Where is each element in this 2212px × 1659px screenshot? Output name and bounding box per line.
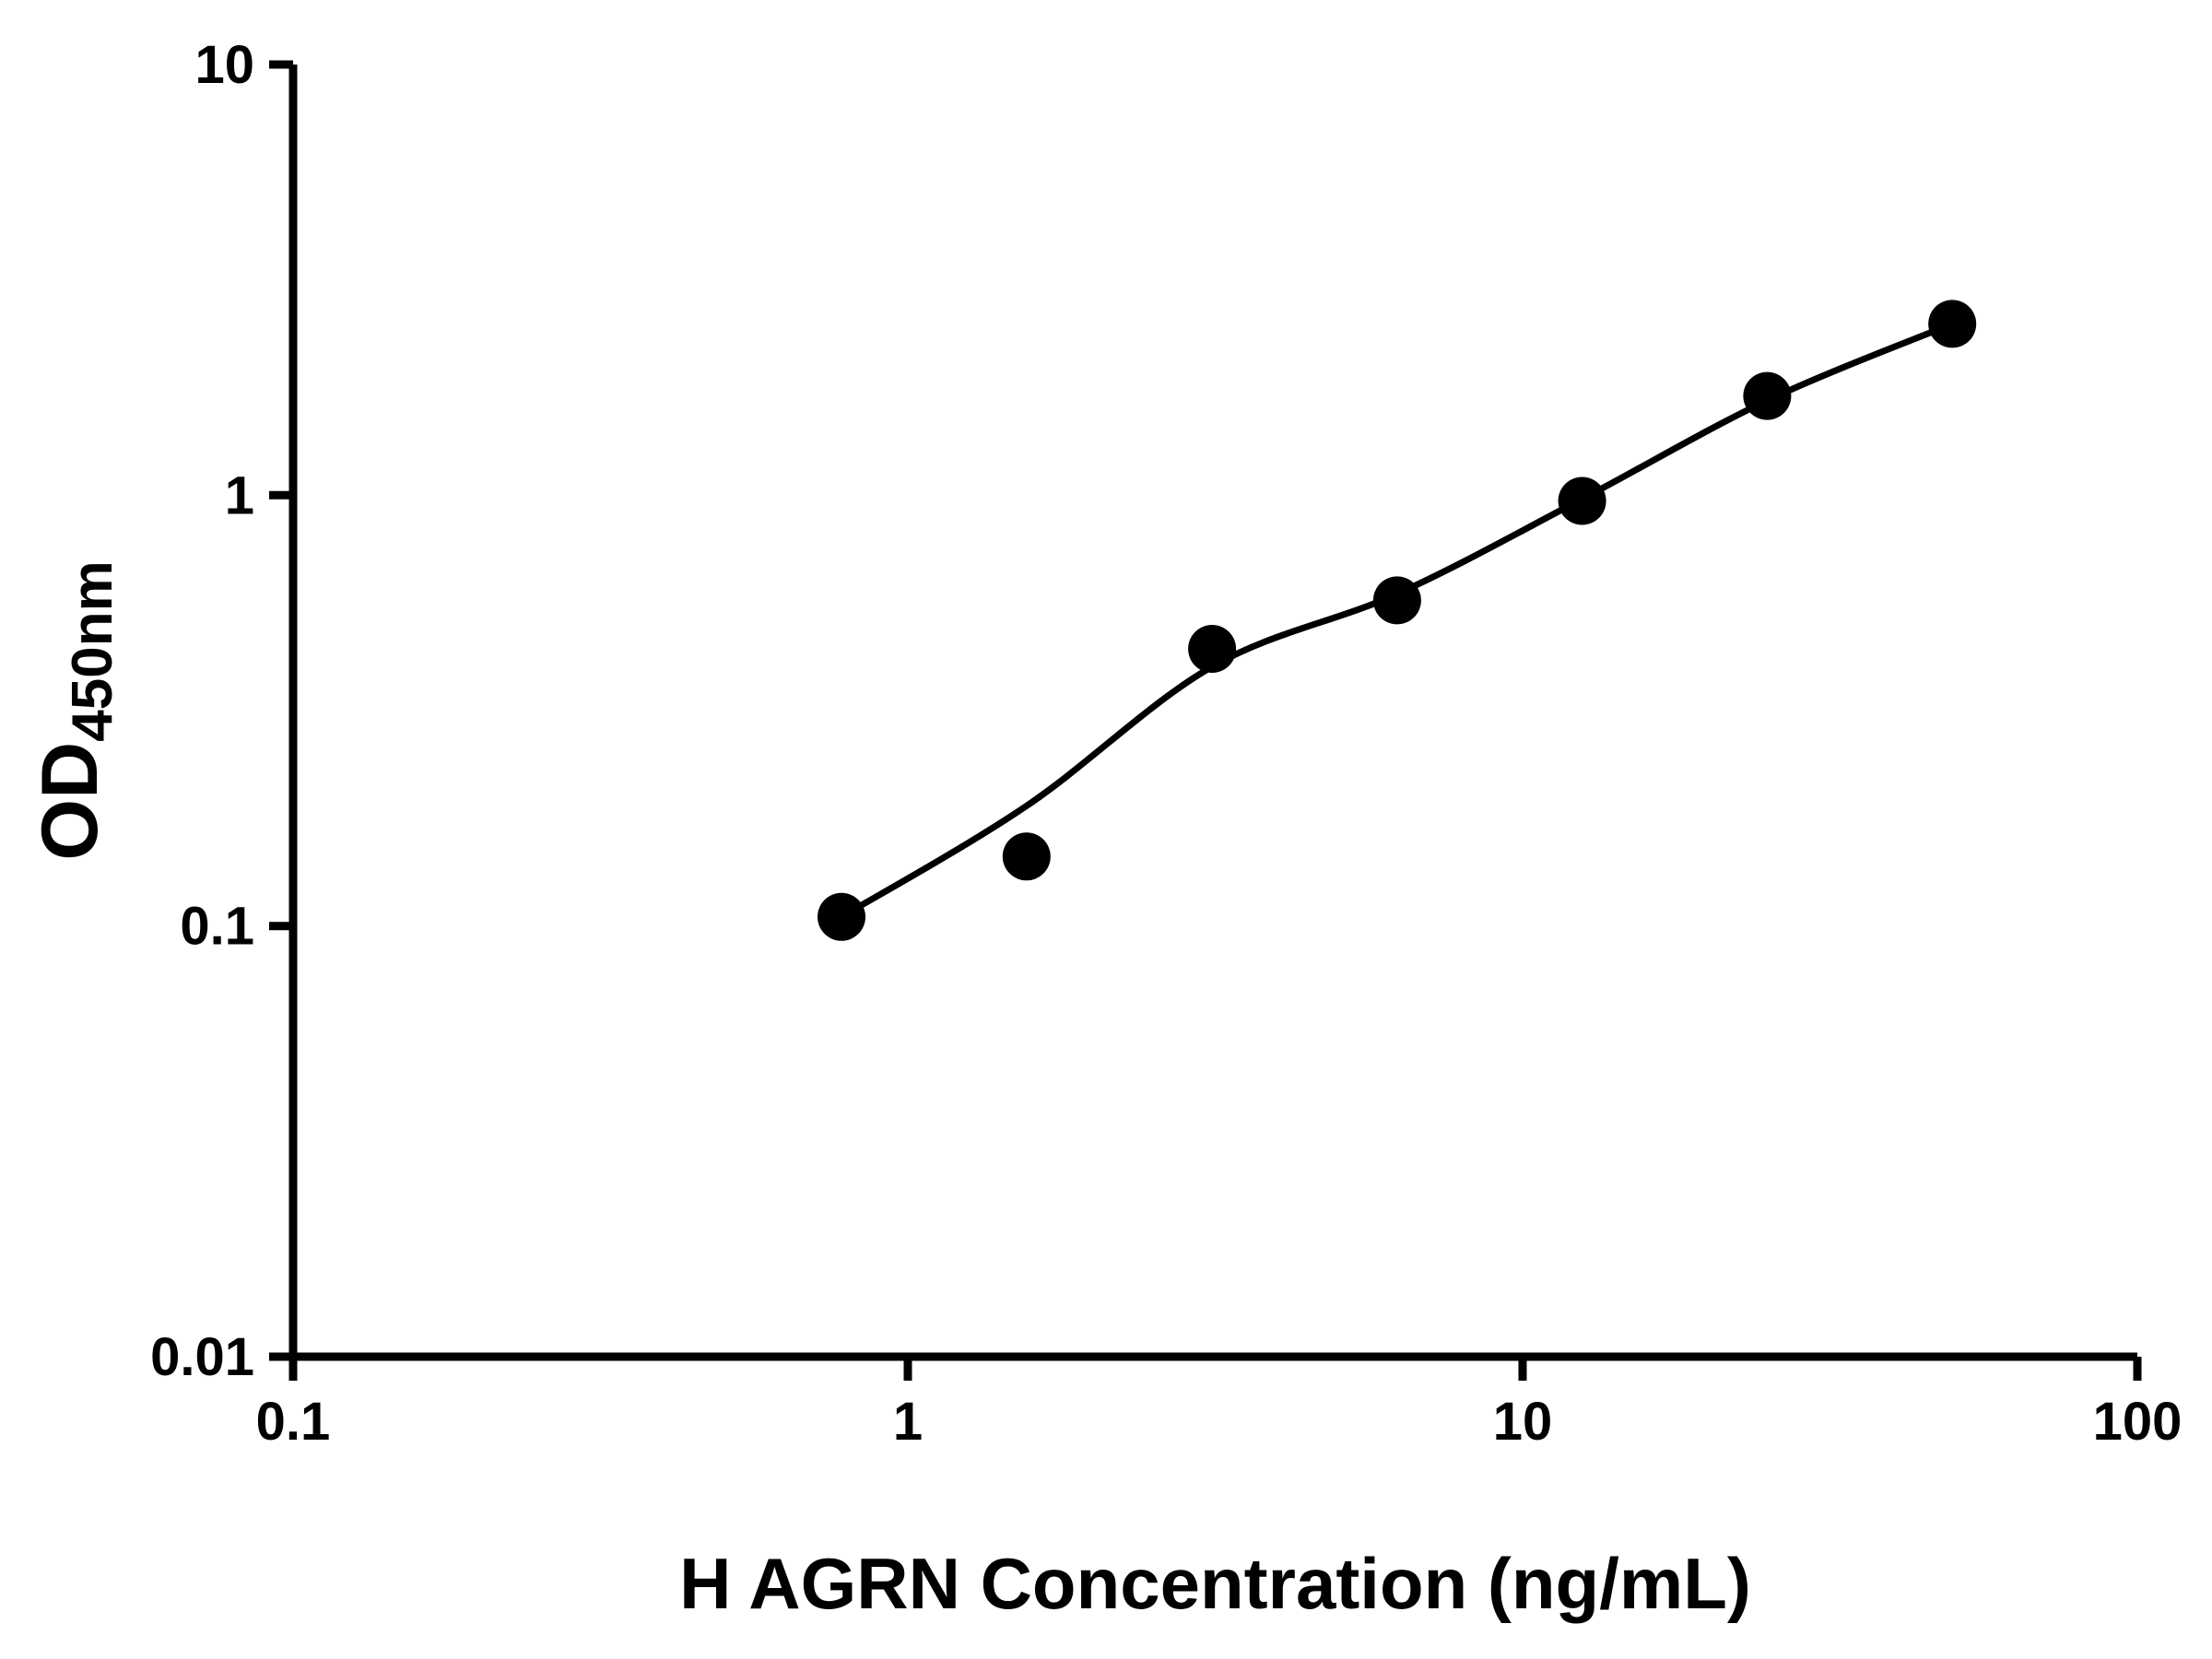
data-point [1002, 832, 1051, 881]
y-tick-label: 0.1 [180, 897, 254, 957]
x-tick-label: 10 [1493, 1392, 1553, 1452]
x-tick-label: 0.1 [256, 1392, 331, 1452]
y-axis-title: OD450nm [26, 560, 124, 860]
data-point [1558, 477, 1606, 525]
data-point [1743, 371, 1792, 420]
data-points [818, 300, 1977, 941]
y-tick-label: 0.01 [150, 1327, 254, 1387]
data-point [1928, 300, 1977, 348]
data-point [1188, 625, 1237, 673]
axis-ticks [269, 60, 2142, 1381]
axes [288, 65, 2137, 1361]
x-tick-label: 100 [2093, 1392, 2183, 1452]
y-tick-label: 1 [225, 465, 254, 525]
y-tick-label: 10 [194, 35, 254, 95]
data-point [1372, 576, 1421, 625]
x-tick-label: 1 [893, 1392, 923, 1452]
x-axis-title: H AGRN Concentration (ng/mL) [679, 1543, 1751, 1624]
data-point [818, 892, 865, 941]
